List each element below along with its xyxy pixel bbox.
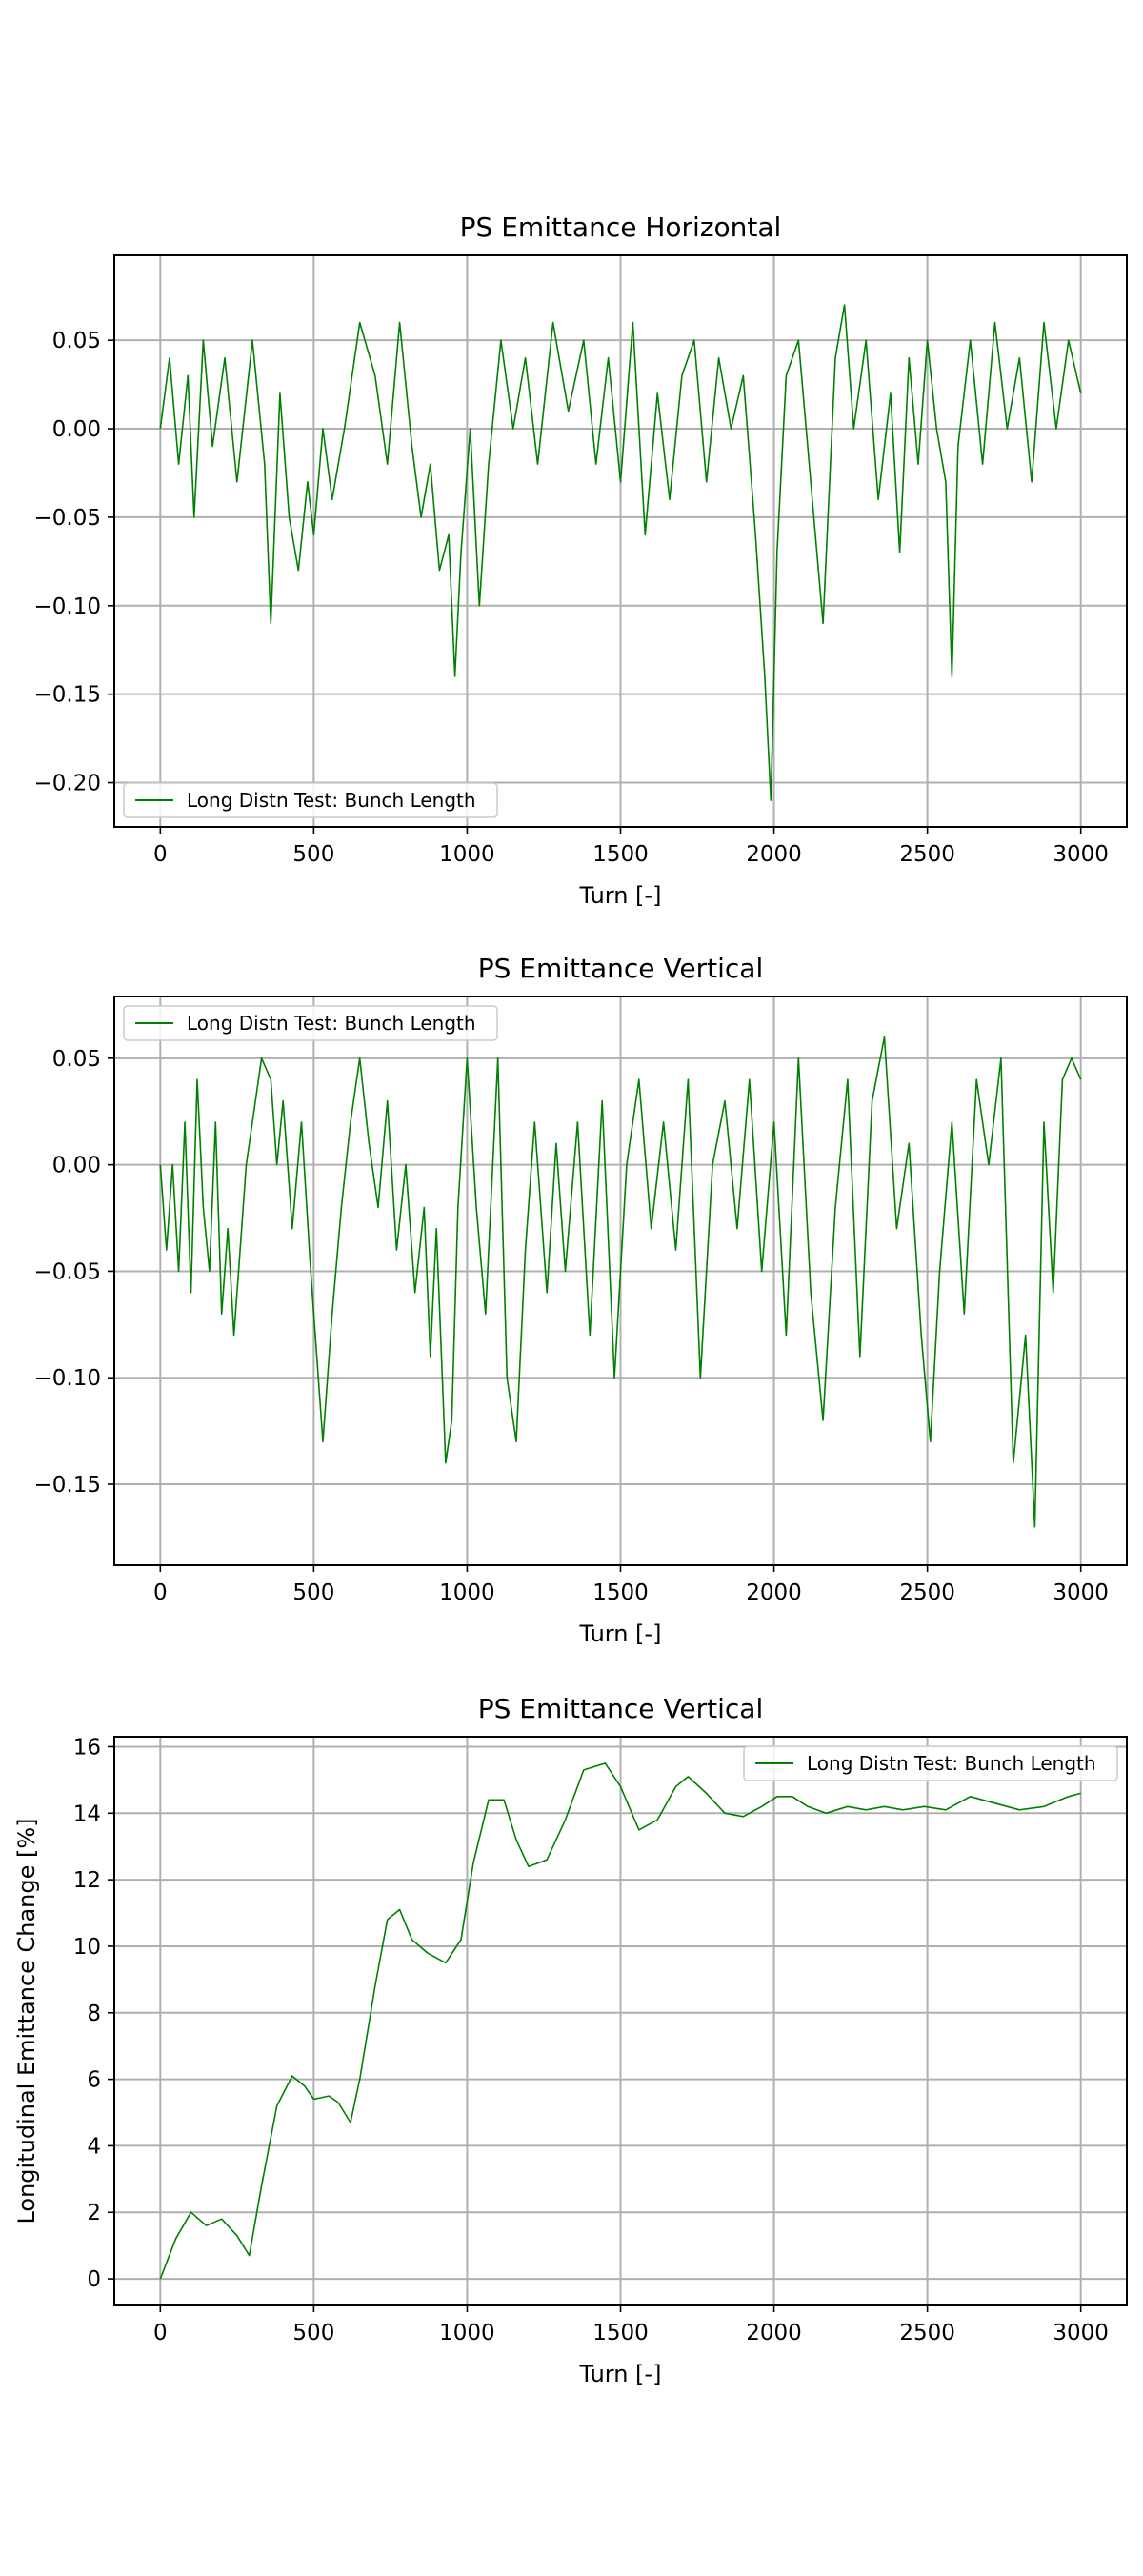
x-tick-label: 2500	[899, 842, 955, 867]
chart-title: PS Emittance Vertical	[478, 1693, 764, 1724]
x-axis-label: Turn [-]	[579, 2361, 662, 2387]
y-tick-label: 14	[73, 1801, 101, 1826]
x-tick-label: 500	[292, 1580, 334, 1605]
y-tick-label: −0.10	[34, 1366, 101, 1391]
x-tick-label: 3000	[1053, 1580, 1109, 1605]
x-tick-label: 0	[153, 1580, 168, 1605]
x-tick-label: 2500	[899, 1580, 955, 1605]
legend-box	[123, 782, 498, 818]
x-tick-label: 3000	[1053, 2321, 1109, 2345]
y-tick-label: 8	[87, 2002, 101, 2026]
series-line	[159, 1036, 1082, 1528]
y-tick-label: 0.05	[52, 1047, 101, 1072]
x-tick-label: 1000	[439, 842, 495, 867]
y-tick-label: 10	[73, 1935, 101, 1960]
y-tick-label: 12	[73, 1868, 101, 1893]
x-tick-label: 2000	[746, 2321, 802, 2345]
legend: Long Distn Test: Bunch Length	[123, 1005, 498, 1041]
x-tick-label: 1000	[439, 1580, 495, 1605]
x-tick-label: 1000	[439, 2321, 495, 2345]
grid	[114, 996, 1127, 1565]
series-line	[159, 304, 1082, 801]
chart-title: PS Emittance Vertical	[478, 953, 764, 984]
y-tick-label: −0.15	[34, 1473, 101, 1498]
y-tick-label: −0.15	[34, 683, 101, 708]
x-tick-label: 0	[153, 842, 168, 867]
chart-panel-3: 0 500 1000 1500 2000 2500 3000 0 2 4 6 8 10 12 14 16 PS …	[13, 1693, 1128, 2387]
y-tick-label: 0	[87, 2267, 101, 2292]
y-tick-label: 2	[87, 2201, 101, 2225]
x-tick-label: 2500	[899, 2321, 955, 2345]
legend: Long Distn Test: Bunch Length	[743, 1745, 1118, 1781]
x-tick-label: 0	[153, 2321, 168, 2345]
y-tick-label: −0.10	[34, 594, 101, 619]
legend: Long Distn Test: Bunch Length	[123, 782, 498, 818]
y-tick-label: 0.00	[52, 417, 101, 442]
legend-box	[743, 1745, 1118, 1781]
x-axis-label: Turn [-]	[579, 1620, 662, 1647]
grid	[114, 1737, 1127, 2305]
x-tick-label: 1500	[592, 2321, 649, 2345]
grid	[114, 255, 1127, 827]
x-tick-label: 1500	[592, 1580, 649, 1605]
y-tick-label: −0.05	[34, 506, 101, 531]
y-tick-label: 4	[87, 2134, 101, 2159]
y-axis-label: Longitudinal Emittance Change [%]	[13, 1818, 40, 2224]
x-tick-label: 500	[292, 842, 334, 867]
y-tick-label: 0.05	[52, 329, 101, 353]
x-tick-label: 500	[292, 2321, 334, 2345]
series-line	[159, 1762, 1081, 2280]
y-tick-label: 0.00	[52, 1154, 101, 1178]
chart-panel-1: 0 500 1000 1500 2000 2500 3000 −0.20 −0.15 −0.10 −…	[34, 211, 1128, 909]
y-tick-label: −0.20	[34, 772, 101, 796]
legend-label: Long Distn Test: Bunch Length	[187, 789, 476, 812]
legend-box	[123, 1005, 498, 1041]
x-tick-label: 2000	[746, 842, 802, 867]
x-axis-label: Turn [-]	[579, 882, 662, 909]
y-tick-label: 6	[87, 2068, 101, 2093]
y-tick-label: 16	[73, 1735, 101, 1760]
chart-title: PS Emittance Horizontal	[460, 211, 782, 243]
chart-panel-2: 0 500 1000 1500 2000 2500 3000 −0.15 −0.10 −0.05 0…	[34, 953, 1128, 1647]
x-tick-label: 3000	[1053, 842, 1109, 867]
x-tick-label: 1500	[592, 842, 649, 867]
legend-label: Long Distn Test: Bunch Length	[187, 1012, 476, 1035]
x-tick-label: 2000	[746, 1580, 802, 1605]
y-tick-label: −0.05	[34, 1259, 101, 1284]
legend-label: Long Distn Test: Bunch Length	[807, 1752, 1096, 1775]
